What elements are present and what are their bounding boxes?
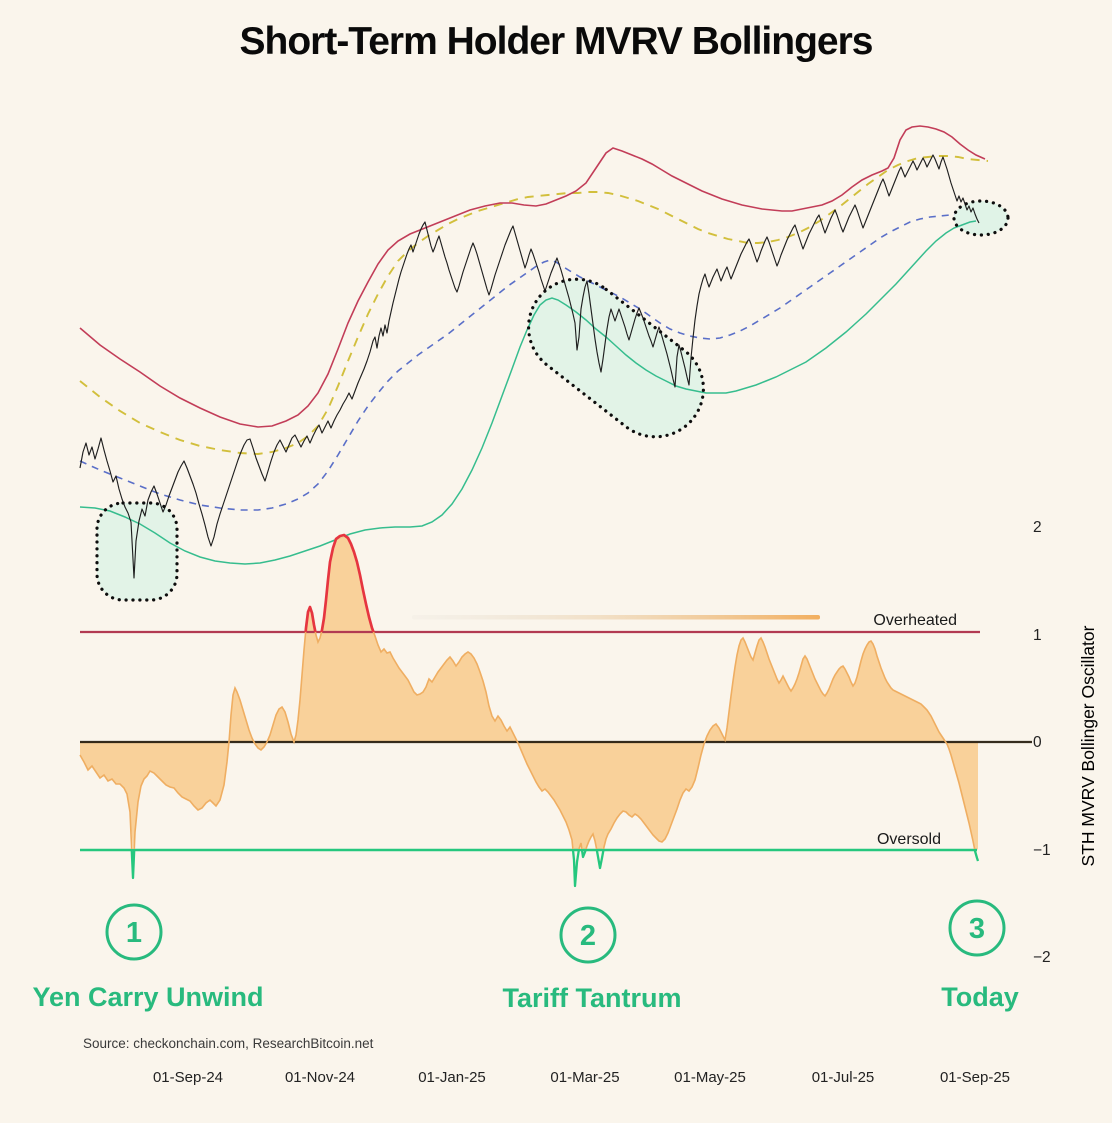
event-3-label: Today [941, 982, 1019, 1012]
page-title: Short-Term Holder MVRV Bollingers [239, 20, 874, 63]
event-2-label: Tariff Tantrum [503, 983, 682, 1013]
highlight-region-1-border [95, 501, 179, 602]
x-tick-label: 01-Sep-25 [940, 1069, 1010, 1086]
lower-mid-band-line [79, 213, 956, 511]
highlight-region-2-fill [528, 279, 704, 437]
y-tick-label: 0 [1033, 734, 1042, 751]
event-1-circle [105, 903, 163, 961]
oscillator-area [80, 535, 978, 850]
x-tick-label: 01-Jul-25 [812, 1069, 875, 1086]
event-3-circle [948, 899, 1006, 957]
event-2-circle [559, 906, 617, 964]
oversold-label: Oversold [877, 831, 941, 848]
upper-band-line [79, 125, 986, 428]
x-tick-label: 01-May-25 [674, 1069, 746, 1086]
upper-mid-band-line [79, 155, 989, 455]
price-line [79, 154, 980, 579]
overheated-label: Overheated [873, 612, 957, 629]
event-2-number: 2 [580, 920, 596, 952]
y-tick-label: 2 [1033, 519, 1042, 536]
y-tick-label: −1 [1033, 842, 1051, 859]
highlight-region-1-fill [97, 503, 177, 600]
x-tick-label: 01-Jan-25 [418, 1069, 486, 1086]
x-tick-label: 01-Sep-24 [153, 1069, 223, 1086]
highlight-region-3-border [952, 199, 1010, 237]
oscillator-outline [79, 632, 976, 849]
y-tick-label: −2 [1033, 949, 1051, 966]
x-tick-label: 01-Mar-25 [550, 1069, 619, 1086]
source-attribution: Source: checkonchain.com, ResearchBitcoi… [83, 1036, 374, 1051]
event-3-number: 3 [969, 913, 985, 945]
y-axis-title: STH MVRV Bollinger Oscillator [1078, 625, 1098, 866]
lower-band-line [79, 220, 977, 565]
y-tick-label: 1 [1033, 627, 1042, 644]
event-1-label: Yen Carry Unwind [32, 982, 263, 1012]
fade-stripe [412, 615, 820, 620]
highlight-region-2-border [526, 277, 706, 439]
event-1-number: 1 [126, 917, 142, 949]
x-tick-label: 01-Nov-24 [285, 1069, 355, 1086]
